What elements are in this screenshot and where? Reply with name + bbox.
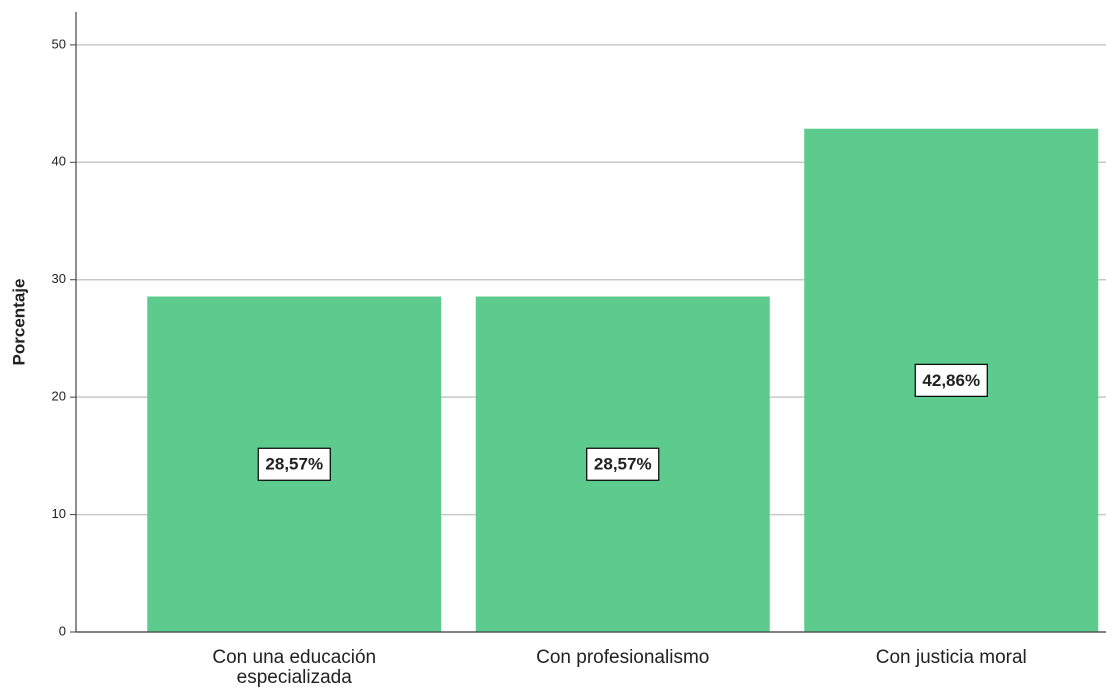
value-label-box: [914, 363, 988, 397]
y-tick-label: 40: [52, 154, 66, 169]
value-label-box: [586, 447, 660, 481]
value-label-box: [257, 447, 331, 481]
value-label: 28,57%: [594, 455, 652, 474]
x-tick-label: Con profesionalismo: [536, 647, 710, 668]
x-tick-label: Con justicia moral: [875, 647, 1027, 668]
y-axis-label: Porcentaje: [9, 279, 28, 366]
y-tick-label: 10: [52, 506, 66, 521]
y-tick-label: 30: [52, 271, 66, 286]
y-tick-label: 0: [59, 623, 66, 638]
value-label: 28,57%: [265, 455, 323, 474]
value-label: 42,86%: [922, 371, 980, 390]
y-tick-label: 50: [52, 36, 66, 51]
y-tick-label: 20: [52, 389, 66, 404]
x-tick-label: Con una educación especializada: [212, 647, 377, 688]
